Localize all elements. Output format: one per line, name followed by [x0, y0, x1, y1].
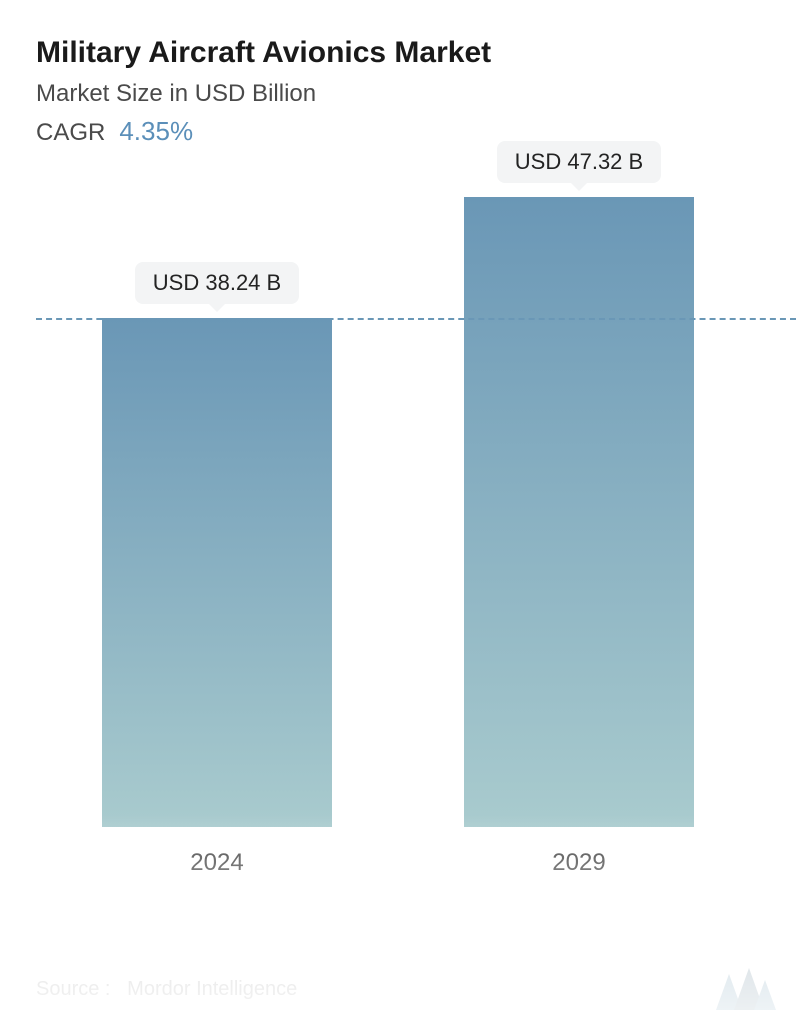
- bar-0: [102, 318, 332, 827]
- x-axis-labels: 2024 2029: [36, 849, 760, 877]
- value-label-1: USD 47.32 B: [497, 141, 661, 183]
- chart-area: USD 38.24 B USD 47.32 B 2024 2029: [36, 197, 760, 877]
- bar-group-1: USD 47.32 B: [464, 141, 694, 827]
- chart-card: Military Aircraft Avionics Market Market…: [0, 0, 796, 1034]
- bars-container: USD 38.24 B USD 47.32 B: [36, 197, 760, 827]
- cagr-value: 4.35%: [119, 116, 193, 147]
- mordor-logo-icon: [716, 968, 776, 1010]
- bar-group-0: USD 38.24 B: [102, 262, 332, 827]
- source-label: Source :: [36, 978, 110, 1000]
- x-label-1: 2029: [464, 849, 694, 877]
- value-label-0: USD 38.24 B: [135, 262, 299, 304]
- cagr-label: CAGR: [36, 119, 105, 147]
- x-label-0: 2024: [102, 849, 332, 877]
- chart-subtitle: Market Size in USD Billion: [36, 80, 760, 108]
- source-text: Source : Mordor Intelligence: [36, 978, 297, 1001]
- bar-1: [464, 197, 694, 827]
- source-name: Mordor Intelligence: [127, 978, 297, 1000]
- chart-title: Military Aircraft Avionics Market: [36, 36, 760, 70]
- reference-line: [36, 318, 796, 320]
- footer: Source : Mordor Intelligence: [36, 968, 776, 1010]
